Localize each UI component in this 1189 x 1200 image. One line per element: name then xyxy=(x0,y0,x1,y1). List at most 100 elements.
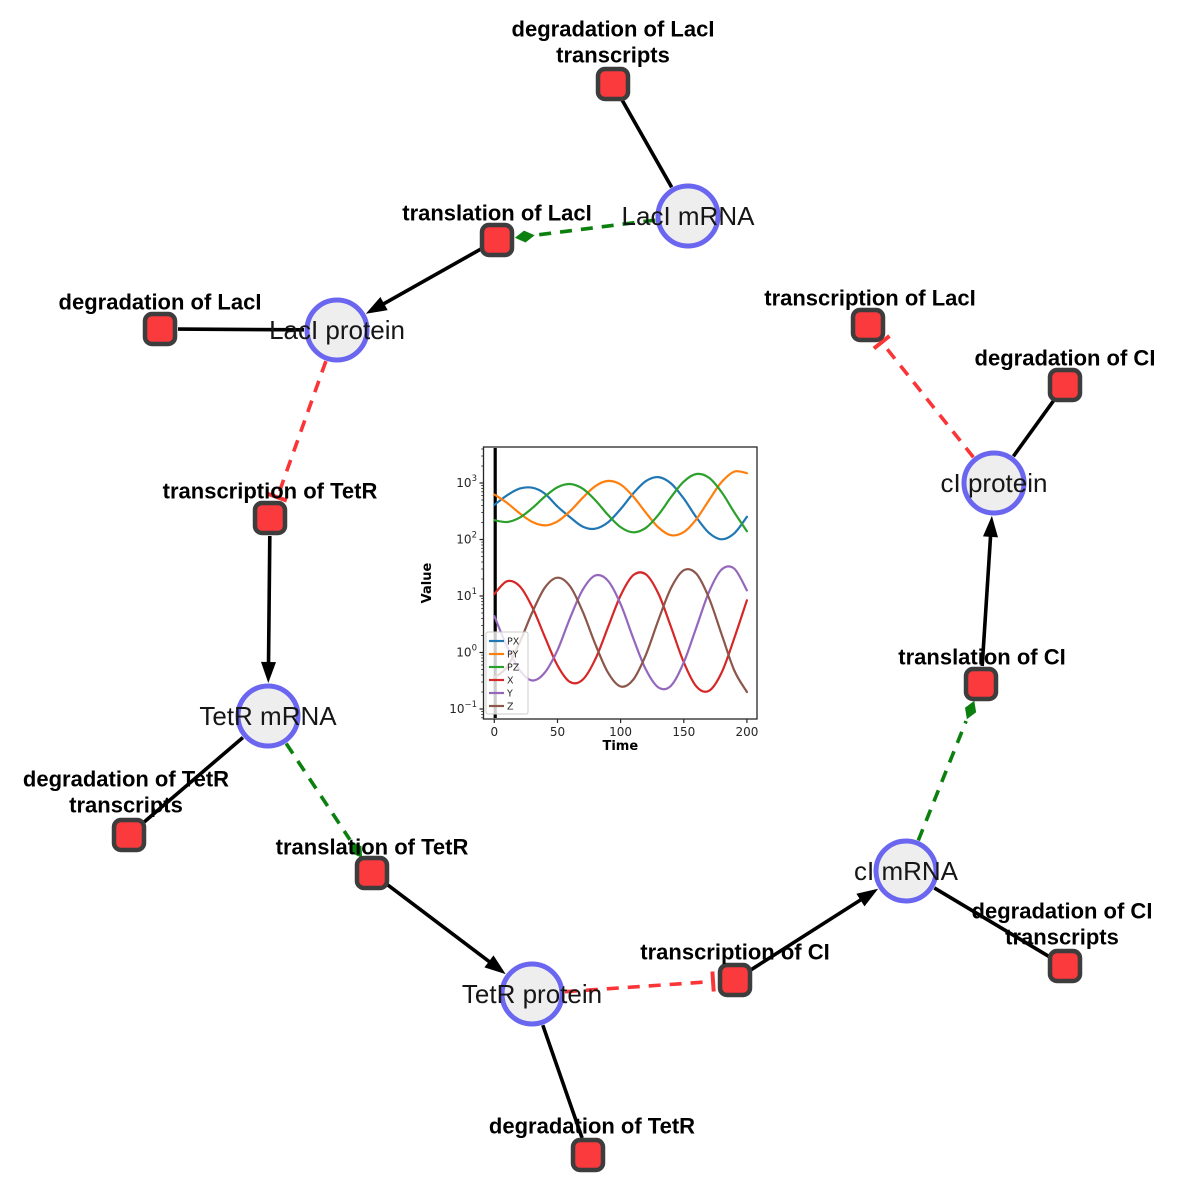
reaction-node-transl_ci[interactable] xyxy=(963,666,999,702)
edge-transl_laci--laci_protein xyxy=(365,247,483,314)
species-label-ci_mrna: cI mRNA xyxy=(854,856,959,886)
y-axis-title: Value xyxy=(420,562,435,603)
y-tick-label: 102 xyxy=(456,531,477,547)
y-tick-label: 101 xyxy=(456,587,477,603)
edge-ci_protein--txn_laci xyxy=(872,334,975,459)
reaction-label-txn_laci: transcription of LacI xyxy=(764,286,975,311)
production-edge-line xyxy=(749,896,864,972)
edge-txn_tetr--tetr_mrna xyxy=(261,535,276,683)
reaction-label-deg_tetr_tx: degradation of TetR transcripts xyxy=(23,767,229,818)
legend-label-PY: PY xyxy=(507,650,519,661)
reaction-node-deg_tetr_tx[interactable] xyxy=(111,817,147,853)
series-line-PY xyxy=(493,470,748,537)
series-line-Z xyxy=(493,568,748,694)
species-node-laci_mrna[interactable] xyxy=(655,183,721,249)
edge-ci_protein--deg_ci xyxy=(1011,398,1056,458)
reaction-label-txn_tetr: transcription of TetR xyxy=(163,479,378,504)
edge-transl_tetr--tetr_protein xyxy=(385,882,506,975)
edge-laci_mrna--deg_laci_tx xyxy=(620,98,674,189)
arrowhead-icon xyxy=(856,888,879,907)
production-edge-line xyxy=(380,247,483,307)
edge-tetr_mrna--transl_tetr xyxy=(284,742,363,858)
reaction-node-deg_ci_tx[interactable] xyxy=(1047,948,1083,984)
edge-txn_ci--ci_mrna xyxy=(749,888,879,972)
x-tick-label: 200 xyxy=(735,725,758,739)
inhibitor-tbar-icon xyxy=(872,334,891,350)
reaction-node-deg_tetr[interactable] xyxy=(570,1137,606,1173)
x-tick-label: 150 xyxy=(672,725,695,739)
y-tick-label: 100 xyxy=(456,644,477,660)
species-node-laci_protein[interactable] xyxy=(304,297,370,363)
inset-time-series-plot: 0 50 100 150 20010310210110010−1TimeValuePXP… xyxy=(420,446,758,754)
edge-tetr_mrna--deg_tetr_tx xyxy=(141,736,245,825)
plot-background xyxy=(483,447,757,719)
reaction-label-deg_ci_tx: degradation of CI transcripts xyxy=(972,899,1153,950)
species-node-tetr_protein[interactable] xyxy=(499,961,565,1027)
edge-ci_mrna--deg_ci_tx xyxy=(933,886,1051,959)
legend-label-X: X xyxy=(507,676,514,687)
production-edge-line xyxy=(385,882,493,965)
x-tick-label: 0 xyxy=(490,725,498,739)
series-line-X xyxy=(493,571,748,693)
edge-laci_protein--deg_laci xyxy=(177,327,305,332)
modifier-edge-line xyxy=(284,742,352,841)
series-line-PX xyxy=(493,475,748,541)
production-edge-line xyxy=(266,535,272,666)
inhibitor-tbar-icon xyxy=(267,492,288,503)
inhibitor-tbar-icon xyxy=(710,971,716,992)
reaction-label-transl_laci: translation of LacI xyxy=(402,201,591,226)
species-label-laci_protein: LacI protein xyxy=(269,315,405,345)
series-line-PZ xyxy=(493,472,748,534)
consumption-edge-line xyxy=(177,327,305,332)
reaction-node-txn_ci[interactable] xyxy=(717,962,753,998)
species-label-tetr_protein: TetR protein xyxy=(462,979,602,1009)
modifier-edge-line xyxy=(916,720,968,842)
y-tick-label: 10−1 xyxy=(449,700,477,716)
y-tick-label: 103 xyxy=(456,474,477,490)
modifier-diamond-icon xyxy=(514,230,535,243)
reaction-node-deg_laci_tx[interactable] xyxy=(595,66,631,102)
series-line-Y xyxy=(493,565,748,691)
species-node-ci_protein[interactable] xyxy=(961,450,1027,516)
inhibition-edge-line xyxy=(880,341,975,459)
edge-transl_ci--ci_protein xyxy=(980,515,998,667)
legend-label-PZ: PZ xyxy=(507,663,520,674)
reaction-node-txn_laci[interactable] xyxy=(850,307,886,343)
species-label-ci_protein: cI protein xyxy=(941,468,1048,498)
reaction-node-transl_laci[interactable] xyxy=(479,222,515,258)
inhibition-edge-line xyxy=(275,360,328,498)
inhibition-edge-line xyxy=(564,979,714,994)
plot-axes-ticks: 0 50 100 150 200 103 102 101 100 10−1 xyxy=(449,448,758,739)
plot-curves xyxy=(493,448,748,718)
reaction-node-deg_laci[interactable] xyxy=(142,311,178,347)
reaction-node-transl_tetr[interactable] xyxy=(354,855,390,891)
legend-label-Z: Z xyxy=(507,702,514,713)
reaction-label-transl_tetr: translation of TetR xyxy=(276,835,469,860)
reaction-label-deg_laci: degradation of LacI xyxy=(59,290,262,315)
arrowhead-icon xyxy=(484,955,506,975)
reaction-node-txn_tetr[interactable] xyxy=(252,500,288,536)
modifier-diamond-icon xyxy=(351,841,363,858)
x-tick-label: 50 xyxy=(550,725,565,739)
reaction-node-deg_ci[interactable] xyxy=(1047,367,1083,403)
reaction-label-deg_ci: degradation of CI xyxy=(975,346,1156,371)
reaction-label-deg_laci_tx: degradation of LacI transcripts xyxy=(512,17,715,68)
species-node-tetr_mrna[interactable] xyxy=(235,683,301,749)
consumption-edge-line xyxy=(933,886,1051,959)
species-label-laci_mrna: LacI mRNA xyxy=(622,201,756,231)
consumption-edge-line xyxy=(1011,398,1056,458)
arrowhead-icon xyxy=(261,661,276,683)
species-node-ci_mrna[interactable] xyxy=(873,838,939,904)
edge-tetr_protein--txn_ci xyxy=(564,971,716,994)
consumption-edge-line xyxy=(141,736,245,825)
consumption-edge-line xyxy=(620,98,674,189)
x-axis-title: Time xyxy=(602,739,638,754)
production-edge-line xyxy=(980,533,993,667)
legend-label-Y: Y xyxy=(506,689,513,700)
edge-tetr_protein--deg_tetr xyxy=(541,1024,584,1139)
reaction-label-deg_tetr: degradation of TetR xyxy=(489,1114,695,1139)
plot-legend: PX PY PZ XYZ xyxy=(485,631,529,715)
arrowhead-icon xyxy=(365,297,388,314)
